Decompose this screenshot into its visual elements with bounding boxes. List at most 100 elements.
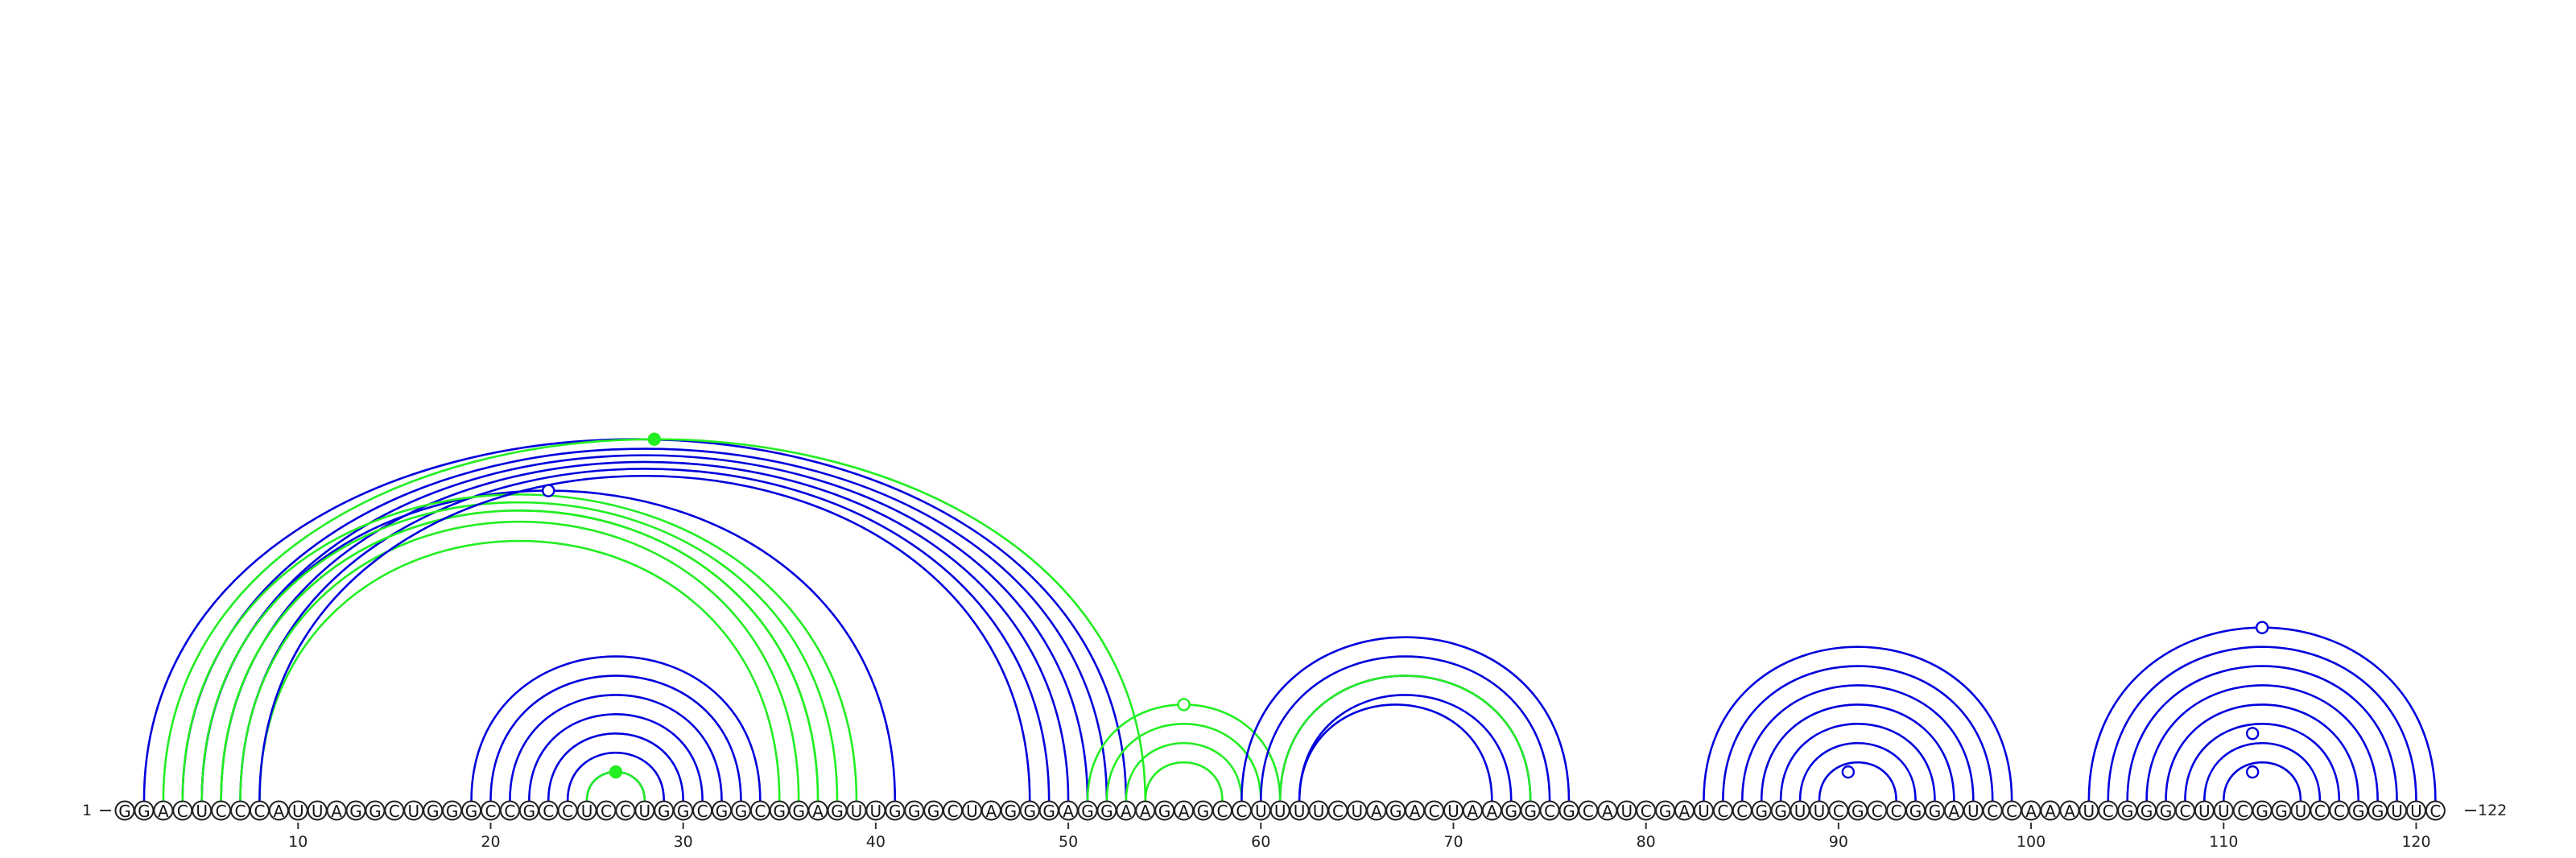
base-pair-arc-blue [1241, 636, 1571, 802]
nucleotide-letter: C [254, 802, 265, 821]
nucleotide-letter: G [908, 802, 921, 821]
nucleotide-letter: A [2045, 802, 2056, 821]
nucleotide: G [114, 800, 135, 821]
nucleotide: A [2040, 800, 2061, 821]
nucleotide-letter: C [543, 802, 554, 821]
sequence-end-label: 122 [2478, 802, 2507, 819]
nucleotide: U [2290, 800, 2311, 821]
base-pair-arc-blue [2126, 665, 2398, 802]
nucleotide-letter: A [331, 802, 342, 821]
nucleotide-letter: U [581, 802, 593, 821]
nucleotide-letter: G [792, 802, 805, 821]
nucleotide-letter: C [601, 802, 612, 821]
nucleotide: C [211, 800, 232, 821]
nucleotide: U [403, 800, 424, 821]
open-pair-marker [2255, 621, 2269, 634]
nucleotide: A [1943, 800, 1964, 821]
axis-tick-label: 10 [288, 833, 308, 851]
nucleotide: G [1019, 800, 1040, 821]
base-pair-arc-blue [528, 713, 704, 802]
nucleotide-letter: C [620, 802, 631, 821]
base-pair-arc-blue [547, 732, 684, 802]
filled-pair-marker [609, 765, 623, 779]
nucleotide: C [2098, 800, 2119, 821]
nucleotide: G [1905, 800, 1926, 821]
nucleotide: U [1693, 800, 1714, 821]
nucleotide: C [2329, 800, 2350, 821]
axis-tick-label: 20 [481, 833, 500, 851]
nucleotide: C [172, 800, 193, 821]
base-pair-arc-blue [258, 474, 1031, 802]
nucleotide-letter: G [831, 802, 844, 821]
nucleotide: U [1289, 800, 1310, 821]
open-pair-marker [1177, 698, 1191, 712]
nucleotide-letter: G [1929, 802, 1942, 821]
nucleotide: A [1058, 800, 1079, 821]
base-pair-arcs [142, 438, 2437, 802]
nucleotide-letter: C [504, 802, 515, 821]
nucleotide-letter: G [427, 802, 440, 821]
nucleotide-letter: U [1967, 802, 1979, 821]
nucleotide-letter: U [1255, 802, 1267, 821]
nucleotide-letter: G [1197, 802, 1210, 821]
nucleotide-letter: C [1891, 802, 1902, 821]
nucleotide: G [1193, 800, 1214, 821]
nucleotide-letter: U [2198, 802, 2211, 821]
nucleotide-letter: C [1236, 802, 1247, 821]
nucleotide: A [2059, 800, 2080, 821]
base-pair-arc-green [239, 521, 800, 802]
nucleotide: A [1366, 800, 1387, 821]
nucleotide: A [980, 800, 1001, 821]
nucleotide-letter: A [1410, 802, 1421, 821]
nucleotide: C [749, 800, 770, 821]
nucleotide-letter: G [677, 802, 690, 821]
nucleotide-letter: U [2391, 802, 2403, 821]
position-axis: 10 20 30 40 50 60 70 80 90 100 110 120 [288, 823, 2431, 851]
nucleotide-letter: C [216, 802, 227, 821]
nucleotide-letter: A [274, 802, 285, 821]
nucleotide-letter: G [2256, 802, 2268, 821]
nucleotide-letter: C [697, 802, 708, 821]
nucleotide-letter: G [2352, 802, 2365, 821]
base-pair-arc-blue [1298, 703, 1493, 802]
nucleotide-letter: C [177, 802, 188, 821]
axis-tick-label: 120 [2401, 833, 2430, 851]
base-pair-arc-green [1144, 761, 1224, 802]
nucleotide-letter: A [1949, 802, 1960, 821]
base-pair-arc-green [258, 539, 781, 802]
nucleotide: U [1963, 800, 1984, 821]
nucleotide-letter: C [389, 802, 400, 821]
nucleotide-letter: A [2064, 802, 2075, 821]
nucleotide: G [2252, 800, 2273, 821]
nucleotide-letter: C [562, 802, 573, 821]
nucleotide-letter: C [1872, 802, 1883, 821]
axis-tick-label: 60 [1251, 833, 1270, 851]
nucleotide-letter: A [1371, 802, 1382, 821]
nucleotide-letter: A [1468, 802, 1479, 821]
open-pair-marker [1841, 765, 1856, 779]
nucleotide: G [923, 800, 944, 821]
base-pair-arc-blue [489, 674, 742, 802]
nucleotide-letter: G [1100, 802, 1113, 821]
base-pair-arc-green [181, 493, 858, 802]
nucleotide: A [1135, 800, 1156, 821]
nucleotide-letter: A [1486, 802, 1497, 821]
base-pair-arc-blue [2184, 723, 2341, 802]
base-pair-arc-green [1105, 723, 1262, 802]
nucleotide: U [2194, 800, 2215, 821]
nucleotide: C [692, 800, 713, 821]
base-pair-arc-blue [2107, 646, 2417, 802]
nucleotide: U [2213, 800, 2234, 821]
nucleotide-letter: U [639, 802, 651, 821]
nucleotide-letter: U [407, 802, 419, 821]
nucleotide: G [769, 800, 790, 821]
nucleotide: C [1828, 800, 1849, 821]
nucleotide-letter: C [947, 802, 959, 821]
nucleotide-letter: C [2006, 802, 2017, 821]
nucleotide: C [2232, 800, 2253, 821]
nucleotide-letter: C [1736, 802, 1748, 821]
nucleotide-letter: G [927, 802, 940, 821]
nucleotide: U [1790, 800, 1810, 821]
nucleotide-letter: A [1121, 802, 1132, 821]
